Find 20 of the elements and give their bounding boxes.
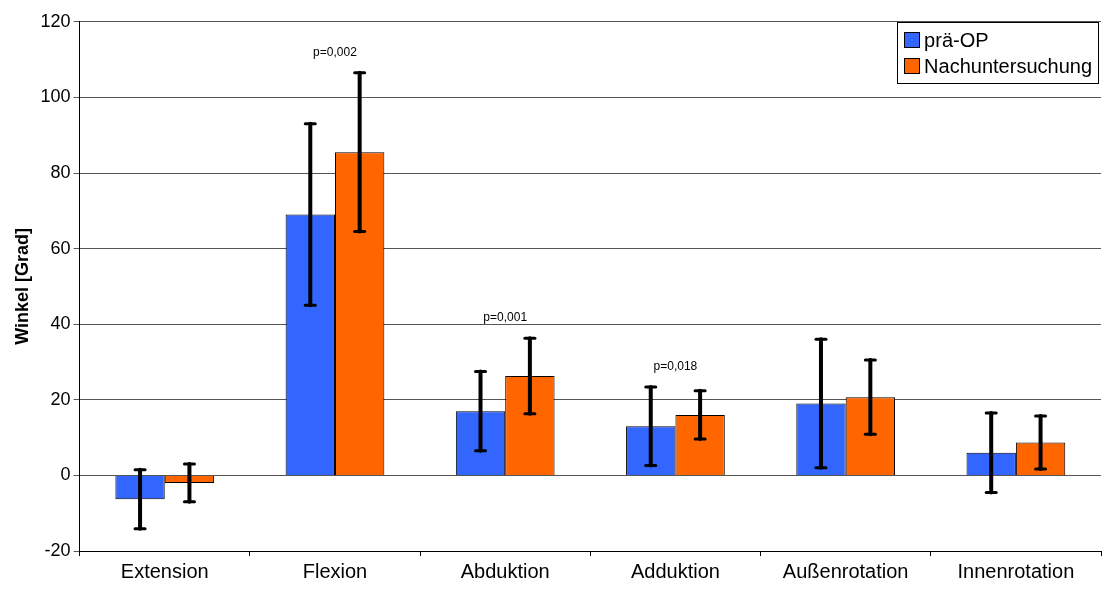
x-tick-label: Innenrotation xyxy=(957,559,1075,582)
y-tick-label: -20 xyxy=(44,539,71,560)
annotation: p=0,018 xyxy=(653,359,698,374)
y-tick-label: 120 xyxy=(40,10,71,31)
x-tick-label: Abduktion xyxy=(460,559,550,582)
annotation: p=0,001 xyxy=(483,310,528,325)
x-tick-label: Flexion xyxy=(302,559,368,582)
y-tick-label: 80 xyxy=(50,161,71,182)
legend-label: prä-OP xyxy=(924,28,989,53)
annotation: p=0,002 xyxy=(313,45,358,60)
y-tick-label: 0 xyxy=(60,464,71,485)
x-tick-label: Außenrotation xyxy=(782,559,909,582)
x-tick-label: Extension xyxy=(120,559,209,582)
y-tick-label: 100 xyxy=(40,86,71,107)
y-tick-label: 60 xyxy=(50,237,71,258)
y-tick-label: 20 xyxy=(50,388,71,409)
legend-label: Nachuntersuchung xyxy=(924,54,1092,79)
y-axis-title: Winkel [Grad] xyxy=(11,227,32,345)
x-tick-label: Adduktion xyxy=(630,559,720,582)
y-tick-label: 40 xyxy=(50,313,71,334)
